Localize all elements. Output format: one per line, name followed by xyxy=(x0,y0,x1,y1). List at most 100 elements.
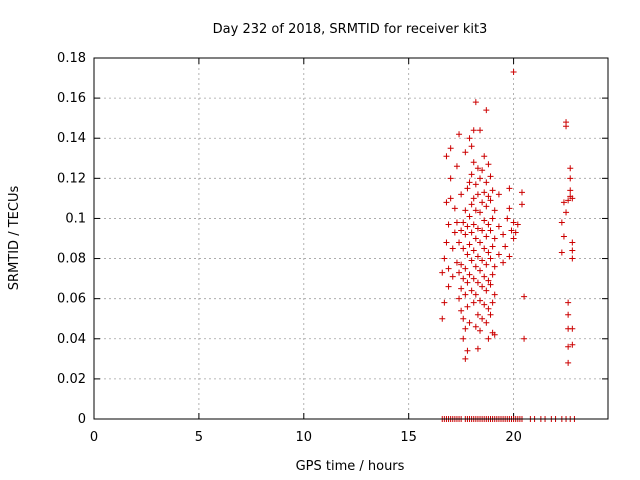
data-point xyxy=(510,219,517,226)
data-point xyxy=(468,229,475,236)
data-point xyxy=(565,343,572,350)
data-point xyxy=(491,235,498,242)
data-point xyxy=(495,251,502,258)
data-point xyxy=(447,175,454,182)
data-point xyxy=(472,181,479,188)
data-point xyxy=(481,189,488,196)
data-point xyxy=(441,299,448,306)
data-point xyxy=(500,259,507,266)
data-point xyxy=(483,233,490,240)
data-point xyxy=(479,315,486,322)
data-point xyxy=(477,327,484,334)
data-point xyxy=(508,227,515,234)
data-point xyxy=(569,239,576,246)
y-tick-label: 0.1 xyxy=(65,211,86,226)
data-point xyxy=(439,269,446,276)
x-axis-tick-labels: 0 5 10 15 20 xyxy=(90,430,522,445)
data-point xyxy=(487,227,494,234)
data-point xyxy=(462,231,469,238)
data-point xyxy=(443,199,450,206)
data-point xyxy=(479,227,486,234)
data-point xyxy=(464,279,471,286)
y-axis-tick-labels: 0 0.02 0.04 0.06 0.08 0.1 0.12 0.14 0.16 0.18 xyxy=(57,51,86,427)
data-point xyxy=(569,341,576,348)
data-point xyxy=(487,197,494,204)
data-point xyxy=(483,287,490,294)
data-point xyxy=(474,253,481,260)
data-point xyxy=(439,315,446,322)
data-point xyxy=(456,269,463,276)
y-tick-label: 0.14 xyxy=(57,131,86,146)
data-point xyxy=(443,153,450,160)
data-point xyxy=(485,249,492,256)
data-point xyxy=(453,259,460,266)
data-point xyxy=(470,127,477,134)
data-point xyxy=(453,219,460,226)
data-point xyxy=(460,315,467,322)
data-point xyxy=(489,243,496,250)
data-point xyxy=(477,175,484,182)
data-point xyxy=(477,297,484,304)
data-point xyxy=(464,223,471,230)
data-point xyxy=(483,319,490,326)
data-point xyxy=(558,249,565,256)
y-tick-label: 0.02 xyxy=(57,372,86,387)
data-point xyxy=(487,281,494,288)
data-point xyxy=(441,255,448,262)
y-tick-label: 0 xyxy=(78,412,86,427)
data-point xyxy=(485,277,492,284)
data-point xyxy=(445,265,452,272)
data-point xyxy=(481,153,488,160)
data-point xyxy=(462,325,469,332)
data-point xyxy=(474,225,481,232)
data-point xyxy=(504,215,511,222)
data-point xyxy=(472,323,479,330)
data-point xyxy=(512,229,519,236)
data-point xyxy=(514,221,521,228)
data-point xyxy=(447,145,454,152)
data-point xyxy=(518,189,525,196)
y-tick-label: 0.12 xyxy=(57,171,86,186)
data-point xyxy=(466,271,473,278)
data-point xyxy=(443,239,450,246)
data-point xyxy=(565,311,572,318)
data-point xyxy=(479,199,486,206)
data-point xyxy=(489,271,496,278)
x-axis-title: GPS time / hours xyxy=(296,459,405,474)
data-point xyxy=(464,185,471,192)
data-point xyxy=(477,127,484,134)
data-point xyxy=(449,245,456,252)
data-point xyxy=(470,275,477,282)
x-tick-label: 5 xyxy=(195,430,203,445)
data-point xyxy=(474,279,481,286)
data-point xyxy=(456,295,463,302)
data-point xyxy=(445,283,452,290)
data-point xyxy=(477,267,484,274)
data-point xyxy=(466,241,473,248)
data-point xyxy=(466,213,473,220)
data-point xyxy=(458,261,465,268)
x-tick-label: 0 xyxy=(90,430,98,445)
data-point xyxy=(468,143,475,150)
data-point xyxy=(468,201,475,208)
data-point xyxy=(560,199,567,206)
plot-frame xyxy=(93,57,609,420)
x-tick-label: 15 xyxy=(400,430,417,445)
data-point xyxy=(489,187,496,194)
data-point xyxy=(485,335,492,342)
data-point xyxy=(483,203,490,210)
data-point xyxy=(506,205,513,212)
data-point xyxy=(500,231,507,238)
data-point xyxy=(565,299,572,306)
data-point xyxy=(565,359,572,366)
x-tick-label: 10 xyxy=(296,430,313,445)
data-point xyxy=(487,311,494,318)
data-point xyxy=(485,161,492,168)
data-point xyxy=(483,107,490,114)
data-point xyxy=(481,245,488,252)
data-point xyxy=(470,299,477,306)
data-point xyxy=(495,223,502,230)
data-point xyxy=(477,239,484,246)
data-point xyxy=(462,291,469,298)
data-point xyxy=(464,303,471,310)
